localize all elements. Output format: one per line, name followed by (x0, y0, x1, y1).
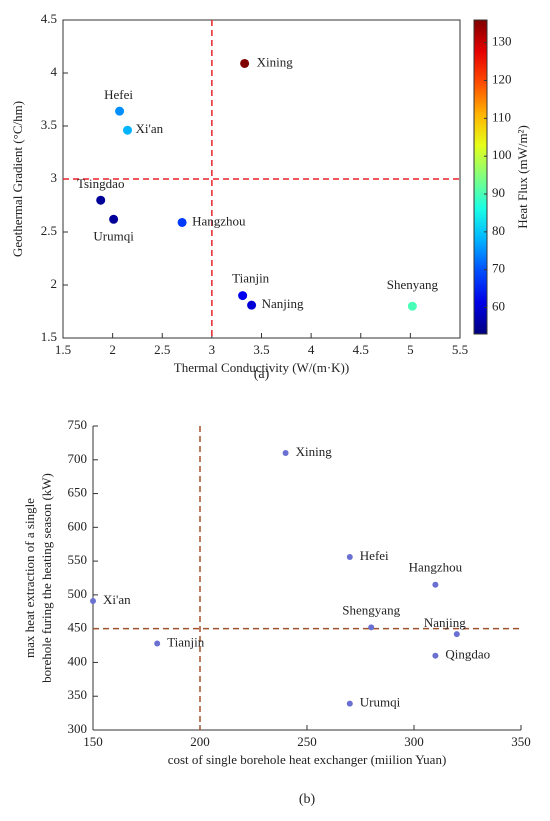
point (368, 624, 375, 631)
point (247, 300, 257, 310)
y-tick-label: 600 (68, 518, 88, 533)
caption: (a) (254, 367, 270, 382)
colorbar-tick-label: 80 (492, 223, 505, 238)
point-label: Xining (296, 444, 333, 459)
point (109, 214, 119, 224)
point-label: Hefei (104, 87, 133, 102)
x-tick-label: 2.5 (154, 342, 170, 357)
x-tick-label: 4.5 (353, 342, 369, 357)
point-label: Hefei (360, 548, 389, 563)
x-tick-label: 1.5 (55, 342, 71, 357)
x-tick-label: 3 (209, 342, 216, 357)
x-tick-label: 250 (297, 734, 317, 749)
point (96, 195, 106, 205)
colorbar-tick-label: 60 (492, 299, 505, 314)
y-tick-label: 550 (68, 552, 88, 567)
point-label: Shengyang (342, 602, 400, 617)
point-label: Hangzhou (192, 213, 246, 228)
point (115, 106, 125, 116)
point (432, 652, 439, 659)
y-tick-label: 2 (51, 276, 58, 291)
point (346, 700, 353, 707)
x-tick-label: 200 (190, 734, 210, 749)
colorbar-tick-label: 70 (492, 261, 505, 276)
point-label: Hangzhou (409, 560, 463, 575)
y-tick-label: 300 (68, 721, 88, 736)
point (90, 597, 96, 604)
y-tick-label: 750 (68, 417, 88, 432)
colorbar-tick-label: 110 (492, 109, 511, 124)
point-label: Xining (257, 54, 294, 69)
point-label: Nanjing (262, 296, 304, 311)
point-label: Qingdao (445, 647, 490, 662)
y-tick-label: 650 (68, 485, 88, 500)
y-tick-label: 350 (68, 687, 88, 702)
x-tick-label: 5.5 (452, 342, 468, 357)
point-label: Tsingdao (77, 176, 124, 191)
point (407, 301, 417, 311)
y-tick-label: 500 (68, 586, 88, 601)
y-tick-label: 2.5 (41, 223, 57, 238)
y-axis-title: max heat extraction of a single (22, 498, 37, 658)
x-tick-label: 2 (109, 342, 116, 357)
point (238, 291, 248, 301)
colorbar-tick-label: 120 (492, 72, 512, 87)
point-label: Nanjing (424, 615, 466, 630)
colorbar-tick-label: 100 (492, 147, 512, 162)
point (240, 58, 250, 68)
y-tick-label: 3.5 (41, 117, 57, 132)
colorbar-tick-label: 130 (492, 34, 512, 49)
point-label: Xi'an (136, 121, 164, 136)
x-tick-label: 4 (308, 342, 315, 357)
y-axis-title: borehole furing the heating season (kW) (39, 473, 54, 683)
point (123, 125, 133, 135)
y-tick-label: 3 (51, 170, 58, 185)
colorbar-title: Heat Flux (mW/m²) (515, 125, 530, 229)
colorbar (473, 19, 488, 335)
x-tick-label: 150 (83, 734, 103, 749)
x-tick-label: 3.5 (253, 342, 269, 357)
y-axis-title: Geothermal Gradient (°C/hm) (10, 101, 25, 257)
y-tick-label: 1.5 (41, 329, 57, 344)
point (154, 640, 161, 647)
point (453, 631, 460, 638)
point (177, 217, 187, 227)
point-label: Urumqi (360, 695, 401, 710)
y-tick-label: 700 (68, 451, 88, 466)
point-label: Tianjin (232, 271, 270, 286)
point (346, 554, 353, 561)
y-tick-label: 4.5 (41, 11, 57, 26)
y-tick-label: 4 (51, 64, 58, 79)
x-axis-title: cost of single borehole heat exchanger (… (168, 752, 447, 767)
point-label: Xi'an (103, 592, 131, 607)
y-tick-label: 450 (68, 620, 88, 635)
x-tick-label: 5 (407, 342, 414, 357)
y-tick-label: 400 (68, 653, 88, 668)
x-tick-label: 350 (511, 734, 531, 749)
colorbar-tick-label: 90 (492, 185, 505, 200)
point-label: Tianjin (167, 635, 205, 650)
point-label: Urumqi (93, 228, 134, 243)
x-axis-title: Thermal Conductivity (W/(m·K)) (174, 360, 349, 375)
point (432, 581, 439, 588)
point-label: Shenyang (387, 277, 439, 292)
x-tick-label: 300 (404, 734, 424, 749)
point (282, 450, 289, 457)
caption: (b) (299, 792, 316, 807)
